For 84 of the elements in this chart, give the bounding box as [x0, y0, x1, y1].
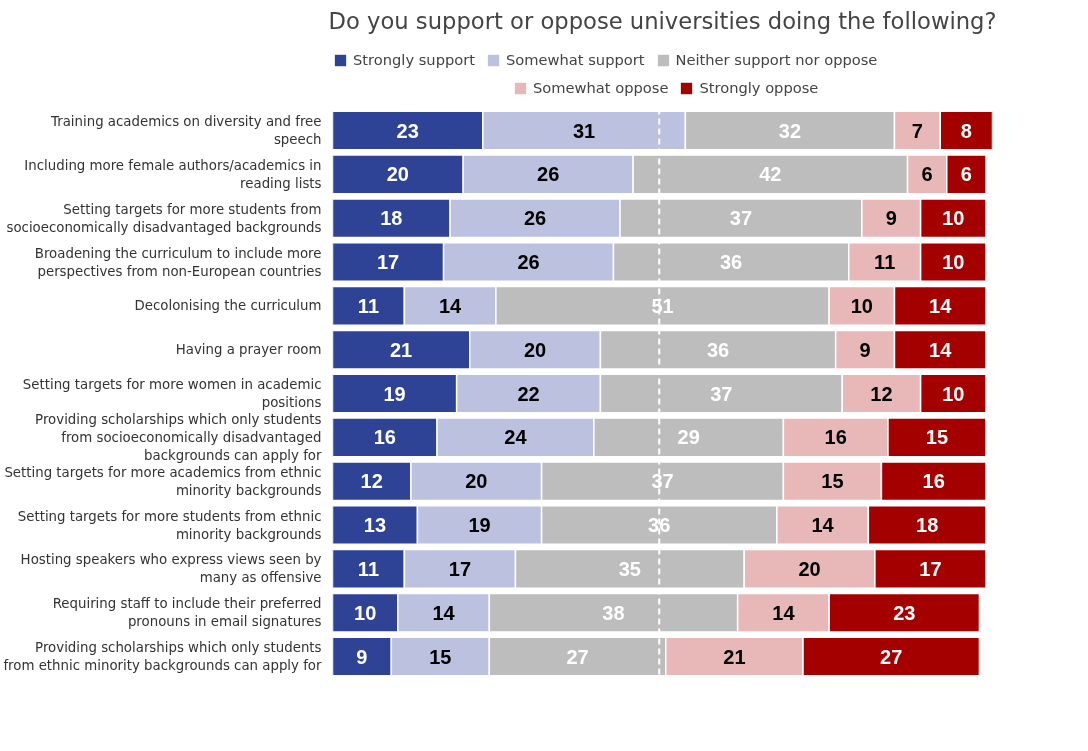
- y-tick-label: Setting targets for more women in academic positions: [22, 377, 322, 411]
- data-label: 38: [602, 601, 625, 624]
- data-label: 23: [396, 119, 419, 142]
- data-label: 37: [729, 207, 753, 230]
- data-label: 10: [942, 382, 965, 405]
- data-label: 8: [960, 119, 972, 142]
- data-label: 9: [356, 645, 368, 668]
- data-label: 9: [885, 207, 897, 230]
- data-label: 13: [363, 514, 387, 537]
- y-tick-label: Providing scholarships which only students from socioeconomically disadvantaged backgrounds can apply for: [35, 411, 323, 463]
- data-label: 27: [880, 645, 903, 668]
- data-label: 26: [517, 251, 540, 274]
- data-label: 14: [811, 514, 835, 537]
- data-label: 27: [566, 645, 589, 668]
- data-label: 14: [929, 294, 953, 317]
- data-label: 26: [537, 163, 560, 186]
- data-label: 9: [859, 338, 871, 361]
- y-tick-label: Broadening the curriculum to include more perspectives from non-European countries: [34, 245, 322, 279]
- data-label: 37: [710, 382, 733, 405]
- data-label: 14: [929, 338, 953, 361]
- data-label: 15: [821, 470, 844, 493]
- legend-label: Strongly support: [353, 51, 475, 68]
- data-label: 6: [960, 163, 972, 186]
- data-label: 11: [357, 557, 380, 580]
- data-label: 17: [919, 557, 942, 580]
- y-tick-label: Setting targets for more students from socioeconomically disadvantaged backgrounds: [6, 201, 322, 235]
- y-tick-label: Training academics on diversity and free speech: [50, 114, 322, 148]
- data-label: 12: [360, 470, 383, 493]
- data-label: 20: [798, 557, 821, 580]
- data-label: 36: [706, 338, 730, 361]
- data-label: 15: [429, 645, 452, 668]
- data-label: 10: [942, 207, 965, 230]
- data-label: 10: [354, 601, 377, 624]
- data-label: 14: [439, 294, 463, 317]
- y-tick-label: Setting targets for more students from ethnic minority backgrounds: [17, 508, 322, 542]
- data-label: 18: [380, 207, 403, 230]
- data-label: 32: [778, 119, 802, 142]
- data-label: 16: [373, 426, 396, 449]
- data-label: 31: [572, 119, 596, 142]
- data-label: 11: [874, 251, 896, 274]
- data-label: 51: [651, 294, 674, 317]
- y-tick-label: Decolonising the curriculum: [134, 298, 322, 314]
- data-label: 20: [465, 470, 488, 493]
- data-label: 17: [448, 557, 472, 580]
- data-label: 21: [389, 338, 413, 361]
- data-label: 29: [677, 426, 700, 449]
- data-label: 6: [921, 163, 933, 186]
- data-label: 22: [517, 382, 540, 405]
- data-label: 16: [824, 426, 847, 449]
- legend-label: Neither support nor oppose: [675, 51, 878, 68]
- data-label: 24: [504, 426, 528, 449]
- data-label: 35: [618, 557, 641, 580]
- y-tick-label: Providing scholarships which only students from ethnic minority backgrounds can apply for: [3, 640, 323, 674]
- data-label: 20: [386, 163, 409, 186]
- data-label: 36: [719, 251, 743, 274]
- data-label: 10: [942, 251, 965, 274]
- data-label: 15: [925, 426, 949, 449]
- data-label: 23: [893, 601, 916, 624]
- data-label: 14: [772, 601, 796, 624]
- y-tick-label: Setting targets for more academics from ethnic minority backgrounds: [4, 464, 322, 498]
- data-label: 10: [850, 294, 873, 317]
- data-label: 36: [648, 514, 671, 537]
- data-label: 16: [922, 470, 945, 493]
- data-label: 11: [357, 294, 380, 317]
- y-tick-label: Having a prayer room: [175, 342, 322, 358]
- chart-title: Do you support or oppose universities doing the following?: [328, 7, 997, 34]
- y-tick-label: Including more female authors/academics in reading lists: [24, 157, 322, 191]
- legend-label: Somewhat support: [506, 51, 645, 68]
- data-label: 12: [870, 382, 893, 405]
- y-tick-label: Requiring staff to include their preferred pronouns in email signatures: [52, 596, 322, 630]
- data-label: 19: [383, 382, 406, 405]
- legend-label: Strongly oppose: [699, 79, 819, 96]
- data-label: 20: [523, 338, 547, 361]
- data-label: 18: [916, 514, 939, 537]
- data-label: 42: [759, 163, 782, 186]
- legend-label: Somewhat oppose: [533, 79, 669, 96]
- data-label: 37: [651, 470, 674, 493]
- data-label: 17: [376, 251, 400, 274]
- y-tick-label: Hosting speakers who express views seen by many as offensive: [20, 552, 322, 586]
- data-label: 26: [523, 207, 547, 230]
- data-label: 21: [723, 645, 746, 668]
- data-label: 19: [468, 514, 491, 537]
- data-label: 14: [432, 601, 456, 624]
- data-label: 7: [911, 119, 923, 142]
